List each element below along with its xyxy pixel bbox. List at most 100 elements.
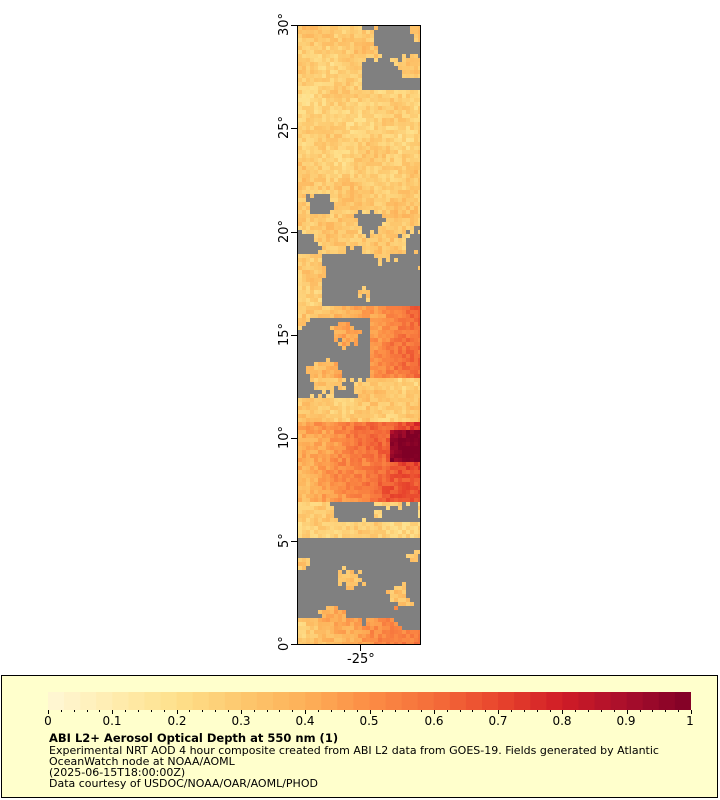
colorbar-tick [691, 710, 692, 714]
colorbar-tick [125, 710, 127, 712]
colorbar-step [449, 692, 467, 710]
colorbar-step [144, 692, 162, 710]
colorbar-tick [678, 710, 680, 712]
colorbar-step [289, 692, 306, 710]
colorbar-step [498, 692, 515, 710]
colorbar-step [160, 692, 178, 710]
y-label-30: 30° [277, 12, 292, 36]
colorbar-tick [523, 710, 525, 712]
colorbar-tick [408, 710, 410, 712]
colorbar-step [417, 692, 435, 710]
colorbar-step [64, 692, 81, 710]
colorbar-label: 0.2 [167, 714, 187, 728]
colorbar-step [658, 692, 676, 710]
colorbar-tick [215, 710, 217, 712]
colorbar-tick [150, 710, 152, 712]
colorbar-step [546, 692, 563, 710]
colorbar-tick [356, 710, 358, 712]
colorbar-label: 0.7 [488, 714, 508, 728]
colorbar-label: 0.1 [102, 714, 122, 728]
colorbar-tick [549, 710, 551, 712]
y-tick-25 [291, 128, 297, 129]
colorbar-tick [240, 710, 242, 714]
colorbar-tick [498, 710, 500, 714]
colorbar-tick [510, 710, 512, 712]
colorbar-label: 0.6 [424, 714, 444, 728]
colorbar-step [610, 692, 628, 710]
colorbar-tick [279, 710, 281, 712]
x-label-minus25: -25° [347, 652, 375, 667]
colorbar-tick [330, 710, 332, 712]
colorbar-step [594, 692, 612, 710]
colorbar-tick [459, 710, 461, 712]
colorbar-tick [48, 710, 49, 714]
colorbar-step [192, 692, 210, 710]
legend-description-line1: Experimental NRT AOD 4 hour composite cr… [49, 744, 659, 757]
colorbar-step [96, 692, 113, 710]
colorbar-tick [73, 710, 75, 712]
colorbar-step [48, 692, 65, 710]
colorbar-step [80, 692, 97, 710]
colorbar-tick [292, 710, 294, 712]
colorbar-step [530, 692, 547, 710]
y-tick-5 [291, 541, 297, 542]
colorbar-tick [485, 710, 487, 712]
colorbar-tick [163, 710, 165, 712]
colorbar-tick [575, 710, 577, 712]
colorbar-label: 0.8 [552, 714, 572, 728]
colorbar-tick [86, 710, 88, 712]
colorbar-step [401, 692, 419, 710]
map-panel[interactable] [297, 25, 421, 645]
colorbar-tick [176, 710, 178, 714]
colorbar-step [128, 692, 146, 710]
colorbar-label: 0 [44, 714, 52, 728]
colorbar-tick [613, 710, 615, 712]
x-tick-minus25 [360, 645, 361, 651]
colorbar-tick [446, 710, 448, 712]
legend-description-line2: OceanWatch node at NOAA/AOML [49, 755, 235, 768]
legend-timestamp: (2025-06-15T18:00:00Z) [49, 766, 186, 779]
colorbar-step [674, 692, 691, 710]
colorbar-step [433, 692, 451, 710]
y-tick-30 [291, 25, 297, 26]
y-tick-20 [291, 232, 297, 233]
colorbar-step [578, 692, 596, 710]
colorbar-label: 0.5 [359, 714, 379, 728]
colorbar-tick [343, 710, 345, 712]
y-label-25: 25° [277, 115, 292, 139]
colorbar-tick [253, 710, 255, 712]
colorbar-step [176, 692, 194, 710]
colorbar-step [482, 692, 499, 710]
aod-map [298, 26, 420, 644]
colorbar-tick [305, 710, 307, 714]
colorbar-tick [112, 710, 114, 714]
colorbar-tick [433, 710, 435, 714]
colorbar-step [353, 692, 371, 710]
colorbar-step [642, 692, 660, 710]
colorbar-tick [228, 710, 230, 712]
colorbar-tick [318, 710, 320, 712]
y-tick-0 [291, 644, 297, 645]
legend-panel: 0 0.1 0.2 0.3 0.4 0.5 0.6 0.7 0.8 0.9 1 … [1, 675, 718, 798]
aod-raster [298, 26, 420, 644]
colorbar-step [208, 692, 226, 710]
y-label-10: 10° [277, 425, 292, 449]
colorbar-step [256, 692, 274, 710]
colorbar-tick [202, 710, 204, 712]
colorbar-step [369, 692, 387, 710]
colorbar-step [465, 692, 483, 710]
colorbar-tick [639, 710, 641, 712]
colorbar-step [224, 692, 242, 710]
legend-credit: Data courtesy of USDOC/NOAA/OAR/AOML/PHO… [49, 777, 318, 790]
colorbar-step [112, 692, 129, 710]
colorbar-label: 0.9 [616, 714, 636, 728]
colorbar-tick [395, 710, 397, 712]
colorbar-label: 0.4 [295, 714, 315, 728]
y-tick-15 [291, 335, 297, 336]
colorbar-tick [536, 710, 538, 712]
colorbar-step [337, 692, 355, 710]
colorbar-tick [99, 710, 101, 712]
colorbar-step [626, 692, 644, 710]
colorbar-label: 0.3 [231, 714, 251, 728]
colorbar-step [305, 692, 322, 710]
